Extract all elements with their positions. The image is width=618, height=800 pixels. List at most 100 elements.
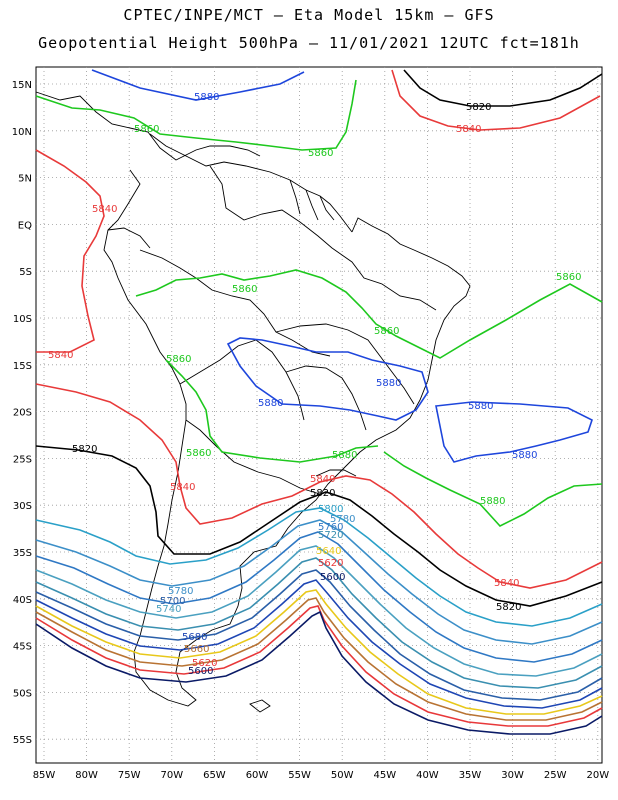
label-5760: 5760 [318,522,343,533]
lat-label: 20S [13,408,32,419]
lat-label: 5N [18,174,32,185]
lon-label: 45W [373,770,396,781]
falkland-islands [249,699,271,713]
label-5880-brazil-a: 5880 [258,398,283,409]
label-5720: 5720 [318,530,343,541]
label-5820-plata: 5820 [310,488,335,499]
lat-label: 40S [13,595,32,606]
lat-label: 5S [19,267,32,278]
label-5860-argentina: 5860 [186,448,211,459]
lat-label: EQ [18,220,32,231]
contour-5840-south [35,383,603,589]
contour-5720 [35,557,603,689]
label-5600-b: 5600 [320,572,345,583]
contour-5680 [35,579,603,709]
label-5660: 5660 [184,644,209,655]
label-5840-west: 5840 [92,204,117,215]
lat-label: 55S [13,735,32,746]
label-5740: 5740 [156,604,181,615]
colombia-venezuela-coast [149,133,353,233]
label-5880-atlantic-a: 5880 [468,401,493,412]
contour-5800 [35,507,603,627]
label-5600-a: 5600 [188,666,213,677]
contour-5860-south [383,451,603,527]
longitude-labels: 85W 80W 75W 70W 65W 60W 55W 50W 45W 40W 35W 30W 25W 2… [33,770,610,781]
lon-label: 60W [246,770,269,781]
lon-label: 65W [203,770,226,781]
lat-label: 45S [13,642,32,653]
label-5620-a: 5620 [192,658,217,669]
label-5840-atlantic: 5840 [494,578,519,589]
latitude-labels: 15N 10N 5N EQ 5S 10S 15S 20S 25S 30S 35S 40S 45S 50S 5… [12,80,32,746]
label-5860-south: 5880 [332,450,357,461]
lat-label: 15N [12,80,32,91]
contour-5820-northeast [403,69,603,107]
label-5840-chile: 5840 [170,482,195,493]
label-5860-brazil: 5860 [374,326,399,337]
border-peru-brazil [139,249,331,357]
contour-5880-brazil [226,337,429,421]
lon-label: 80W [75,770,98,781]
contour-5840-west [35,149,105,353]
contour-5860-north [35,79,357,151]
lon-label: 40W [416,770,439,781]
map-frame [35,66,603,764]
contour-5760 [35,531,603,663]
lon-label: 50W [331,770,354,781]
border-ecuador [107,227,151,249]
label-5860-chile: 5860 [166,354,191,365]
label-5860-north-b: 5860 [308,148,333,159]
contour-5600 [35,610,603,735]
lat-label: 50S [13,688,32,699]
label-5680: 5680 [182,632,207,643]
lon-label: 30W [501,770,524,781]
label-5840-plata: 5840 [310,474,335,485]
label-5640: 5640 [316,546,341,557]
label-5820-pacific: 5820 [72,444,97,455]
border-argentina-chile [185,419,321,495]
contour-5860-chile [165,359,379,463]
central-america-coast [35,91,261,161]
contour-5840-northeast [391,69,601,131]
lat-label: 35S [13,548,32,559]
label-5820-atlantic: 5820 [496,602,521,613]
contour-5860-interior [135,269,603,359]
label-5780-b: 5780 [168,586,193,597]
contour-5880-north [91,69,305,101]
south-america-outline [103,169,471,707]
contour-lines [35,69,603,735]
label-5840-pacific: 5840 [48,350,73,361]
title-line-1: CPTEC/INPE/MCT – Eta Model 15km – GFS [123,6,495,24]
lon-label: 35W [459,770,482,781]
label-5820-northeast: 5820 [466,102,491,113]
contour-5740 [35,545,603,677]
contour-5640 [35,597,603,721]
label-5780-a: 5780 [330,514,355,525]
label-5840-northeast: 5840 [456,124,481,135]
lat-label: 25S [13,454,32,465]
lat-label: 10N [12,127,32,138]
contour-5820-southwest [35,445,603,607]
label-5880-north: 5880 [194,92,219,103]
border-uruguay [315,469,357,477]
border-brazil-states [275,323,415,405]
label-5860-east: 5860 [556,272,581,283]
lat-label: 10S [13,314,32,325]
lat-label: 15S [13,361,32,372]
contour-labels: 5880 5880 5880 5880 5880 5860 5860 5860 … [48,92,581,677]
lon-label: 85W [33,770,56,781]
label-5800: 5800 [318,504,343,515]
lon-label: 55W [288,770,311,781]
contour-5660 [35,589,603,715]
label-5860-ocean: 5880 [480,496,505,507]
lon-label: 20W [586,770,609,781]
title-line-2: Geopotential Height 500hPa – 11/01/2021 … [38,34,580,52]
label-5860-north-a: 5860 [134,124,159,135]
contour-5880-atlantic [435,401,593,463]
label-5860-interior: 5860 [232,284,257,295]
contour-5780 [35,519,603,645]
border-guianas [289,179,335,221]
lon-label: 75W [118,770,141,781]
label-5880-brazil-b: 5880 [376,378,401,389]
